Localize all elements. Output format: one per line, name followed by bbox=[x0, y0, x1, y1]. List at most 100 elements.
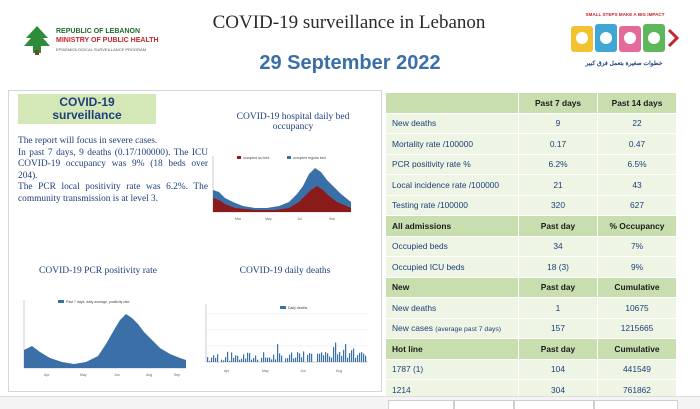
death-bar bbox=[241, 358, 243, 362]
svg-text:Sep: Sep bbox=[174, 373, 180, 377]
table-header-row: Hot line Past day Cumulative bbox=[385, 338, 677, 360]
bed-legend-regular: occupied regular bed bbox=[293, 156, 326, 160]
table-header-row: Past 7 days Past 14 days bbox=[385, 92, 677, 114]
death-bar bbox=[341, 355, 343, 362]
death-bar bbox=[319, 353, 321, 362]
death-bar bbox=[273, 354, 275, 362]
table-row: New deaths 9 22 bbox=[385, 112, 677, 134]
col-past-14-days: Past 14 days bbox=[597, 92, 677, 114]
cedar-icon bbox=[24, 26, 50, 55]
death-bar bbox=[211, 357, 213, 362]
death-bar bbox=[227, 351, 229, 362]
death-bar bbox=[213, 355, 215, 362]
campaign-logo: SMALL STEPS MAKE A BIG IMPACT خطوات صغير… bbox=[565, 10, 683, 72]
heading-line2: surveillance bbox=[52, 108, 122, 122]
death-bar bbox=[351, 350, 353, 362]
heading-line1: COVID-19 bbox=[59, 95, 115, 109]
death-bar bbox=[347, 357, 349, 362]
death-bar bbox=[327, 353, 329, 362]
table-row: Occupied beds 34 7% bbox=[385, 235, 677, 257]
death-bar bbox=[363, 353, 365, 362]
death-bar bbox=[255, 355, 257, 362]
death-bar bbox=[331, 357, 333, 362]
death-bar bbox=[303, 351, 305, 362]
death-bar bbox=[311, 353, 313, 362]
deaths-legend: Daily deaths bbox=[288, 306, 308, 310]
table-header-row: All admissions Past day % Occupancy bbox=[385, 215, 677, 237]
death-bar bbox=[333, 347, 335, 362]
death-bar bbox=[297, 352, 299, 362]
death-bar bbox=[233, 357, 235, 362]
table-row: Occupied ICU beds 18 (3) 9% bbox=[385, 256, 677, 278]
death-bar bbox=[293, 358, 295, 362]
pcr-chart-title: COVID-19 PCR positivity rate bbox=[39, 266, 157, 276]
death-bar bbox=[235, 355, 237, 362]
summary-p2: In past 7 days, 9 deaths (0.17/100000). … bbox=[18, 147, 208, 181]
stats-table: Past 7 days Past 14 days New deaths 9 22… bbox=[385, 92, 677, 401]
death-bar bbox=[279, 353, 281, 362]
page-title: COVID-19 surveillance in Lebanon bbox=[212, 12, 486, 33]
death-bar bbox=[337, 354, 339, 362]
death-bar bbox=[245, 358, 247, 362]
svg-text:Jul: Jul bbox=[297, 217, 302, 221]
pcr-positivity-chart: Past 7 days, daily average, positivity r… bbox=[23, 300, 186, 377]
death-bar bbox=[325, 352, 327, 362]
table-row: Mortality rate /100000 0.17 0.47 bbox=[385, 133, 677, 155]
campaign-icons bbox=[571, 24, 680, 52]
death-bar bbox=[243, 354, 245, 362]
death-bar bbox=[223, 360, 225, 362]
deaths-chart-title: COVID-19 daily deaths bbox=[239, 266, 331, 276]
moh-line1: REPUBLIC OF LEBANON bbox=[56, 28, 140, 35]
death-bar bbox=[253, 357, 255, 362]
death-bar bbox=[225, 357, 227, 362]
death-bar bbox=[285, 358, 287, 362]
death-bar bbox=[321, 352, 323, 362]
death-bar bbox=[355, 357, 357, 362]
surveillance-heading: COVID-19 surveillance bbox=[18, 94, 156, 124]
table-row: Testing rate /100000 320 627 bbox=[385, 194, 677, 216]
death-bar bbox=[335, 342, 337, 362]
table-row: 1214 304 761862 bbox=[385, 379, 677, 401]
death-bar bbox=[291, 352, 293, 362]
death-bar bbox=[207, 357, 209, 362]
death-bar bbox=[239, 359, 241, 362]
death-bar bbox=[301, 357, 303, 362]
table-row: New deaths 1 10675 bbox=[385, 297, 677, 319]
summary-panel bbox=[8, 90, 382, 392]
death-bar bbox=[277, 344, 279, 362]
death-bar bbox=[209, 360, 211, 362]
death-bar bbox=[251, 359, 253, 362]
next-table-cell bbox=[594, 400, 678, 409]
col-past-7-days: Past 7 days bbox=[518, 92, 598, 114]
moh-line2: MINISTRY OF PUBLIC HEALTH bbox=[56, 37, 159, 44]
table-row: Local incidence rate /100000 21 43 bbox=[385, 174, 677, 196]
summary-text: The report will focus in severe cases. I… bbox=[18, 136, 208, 206]
death-bar bbox=[289, 354, 291, 362]
death-bar bbox=[275, 359, 277, 362]
death-bar bbox=[261, 357, 263, 362]
death-bar bbox=[271, 359, 273, 362]
next-table-cell bbox=[514, 400, 594, 409]
death-bar bbox=[257, 359, 259, 362]
death-bar bbox=[247, 352, 249, 362]
death-bar bbox=[263, 352, 265, 362]
campaign-bottom-text: خطوات صغيرة بتعمل فرق كبير bbox=[585, 61, 663, 67]
death-bar bbox=[249, 353, 251, 362]
bed-legend-icu: occupied icu bed bbox=[243, 156, 269, 160]
death-bar bbox=[317, 353, 319, 362]
report-date: 29 September 2022 bbox=[259, 52, 441, 74]
death-bar bbox=[323, 355, 325, 362]
moh-logo: REPUBLIC OF LEBANON MINISTRY OF PUBLIC H… bbox=[22, 22, 172, 60]
death-bar bbox=[339, 352, 341, 362]
death-bar bbox=[281, 355, 283, 362]
svg-text:Aug: Aug bbox=[146, 373, 152, 377]
table-row: New cases (average past 7 days) 157 1215… bbox=[385, 317, 677, 339]
svg-text:Apr: Apr bbox=[224, 369, 230, 373]
svg-text:Apr: Apr bbox=[44, 373, 50, 377]
death-bar bbox=[221, 359, 223, 362]
death-bar bbox=[309, 353, 311, 362]
summary-p1: The report will focus in severe cases. bbox=[18, 136, 158, 146]
svg-text:Mar: Mar bbox=[235, 217, 242, 221]
campaign-top-text: SMALL STEPS MAKE A BIG IMPACT bbox=[585, 12, 665, 17]
bed-occupancy-chart: occupied icu bed occupied regular bed Ma… bbox=[212, 156, 351, 221]
